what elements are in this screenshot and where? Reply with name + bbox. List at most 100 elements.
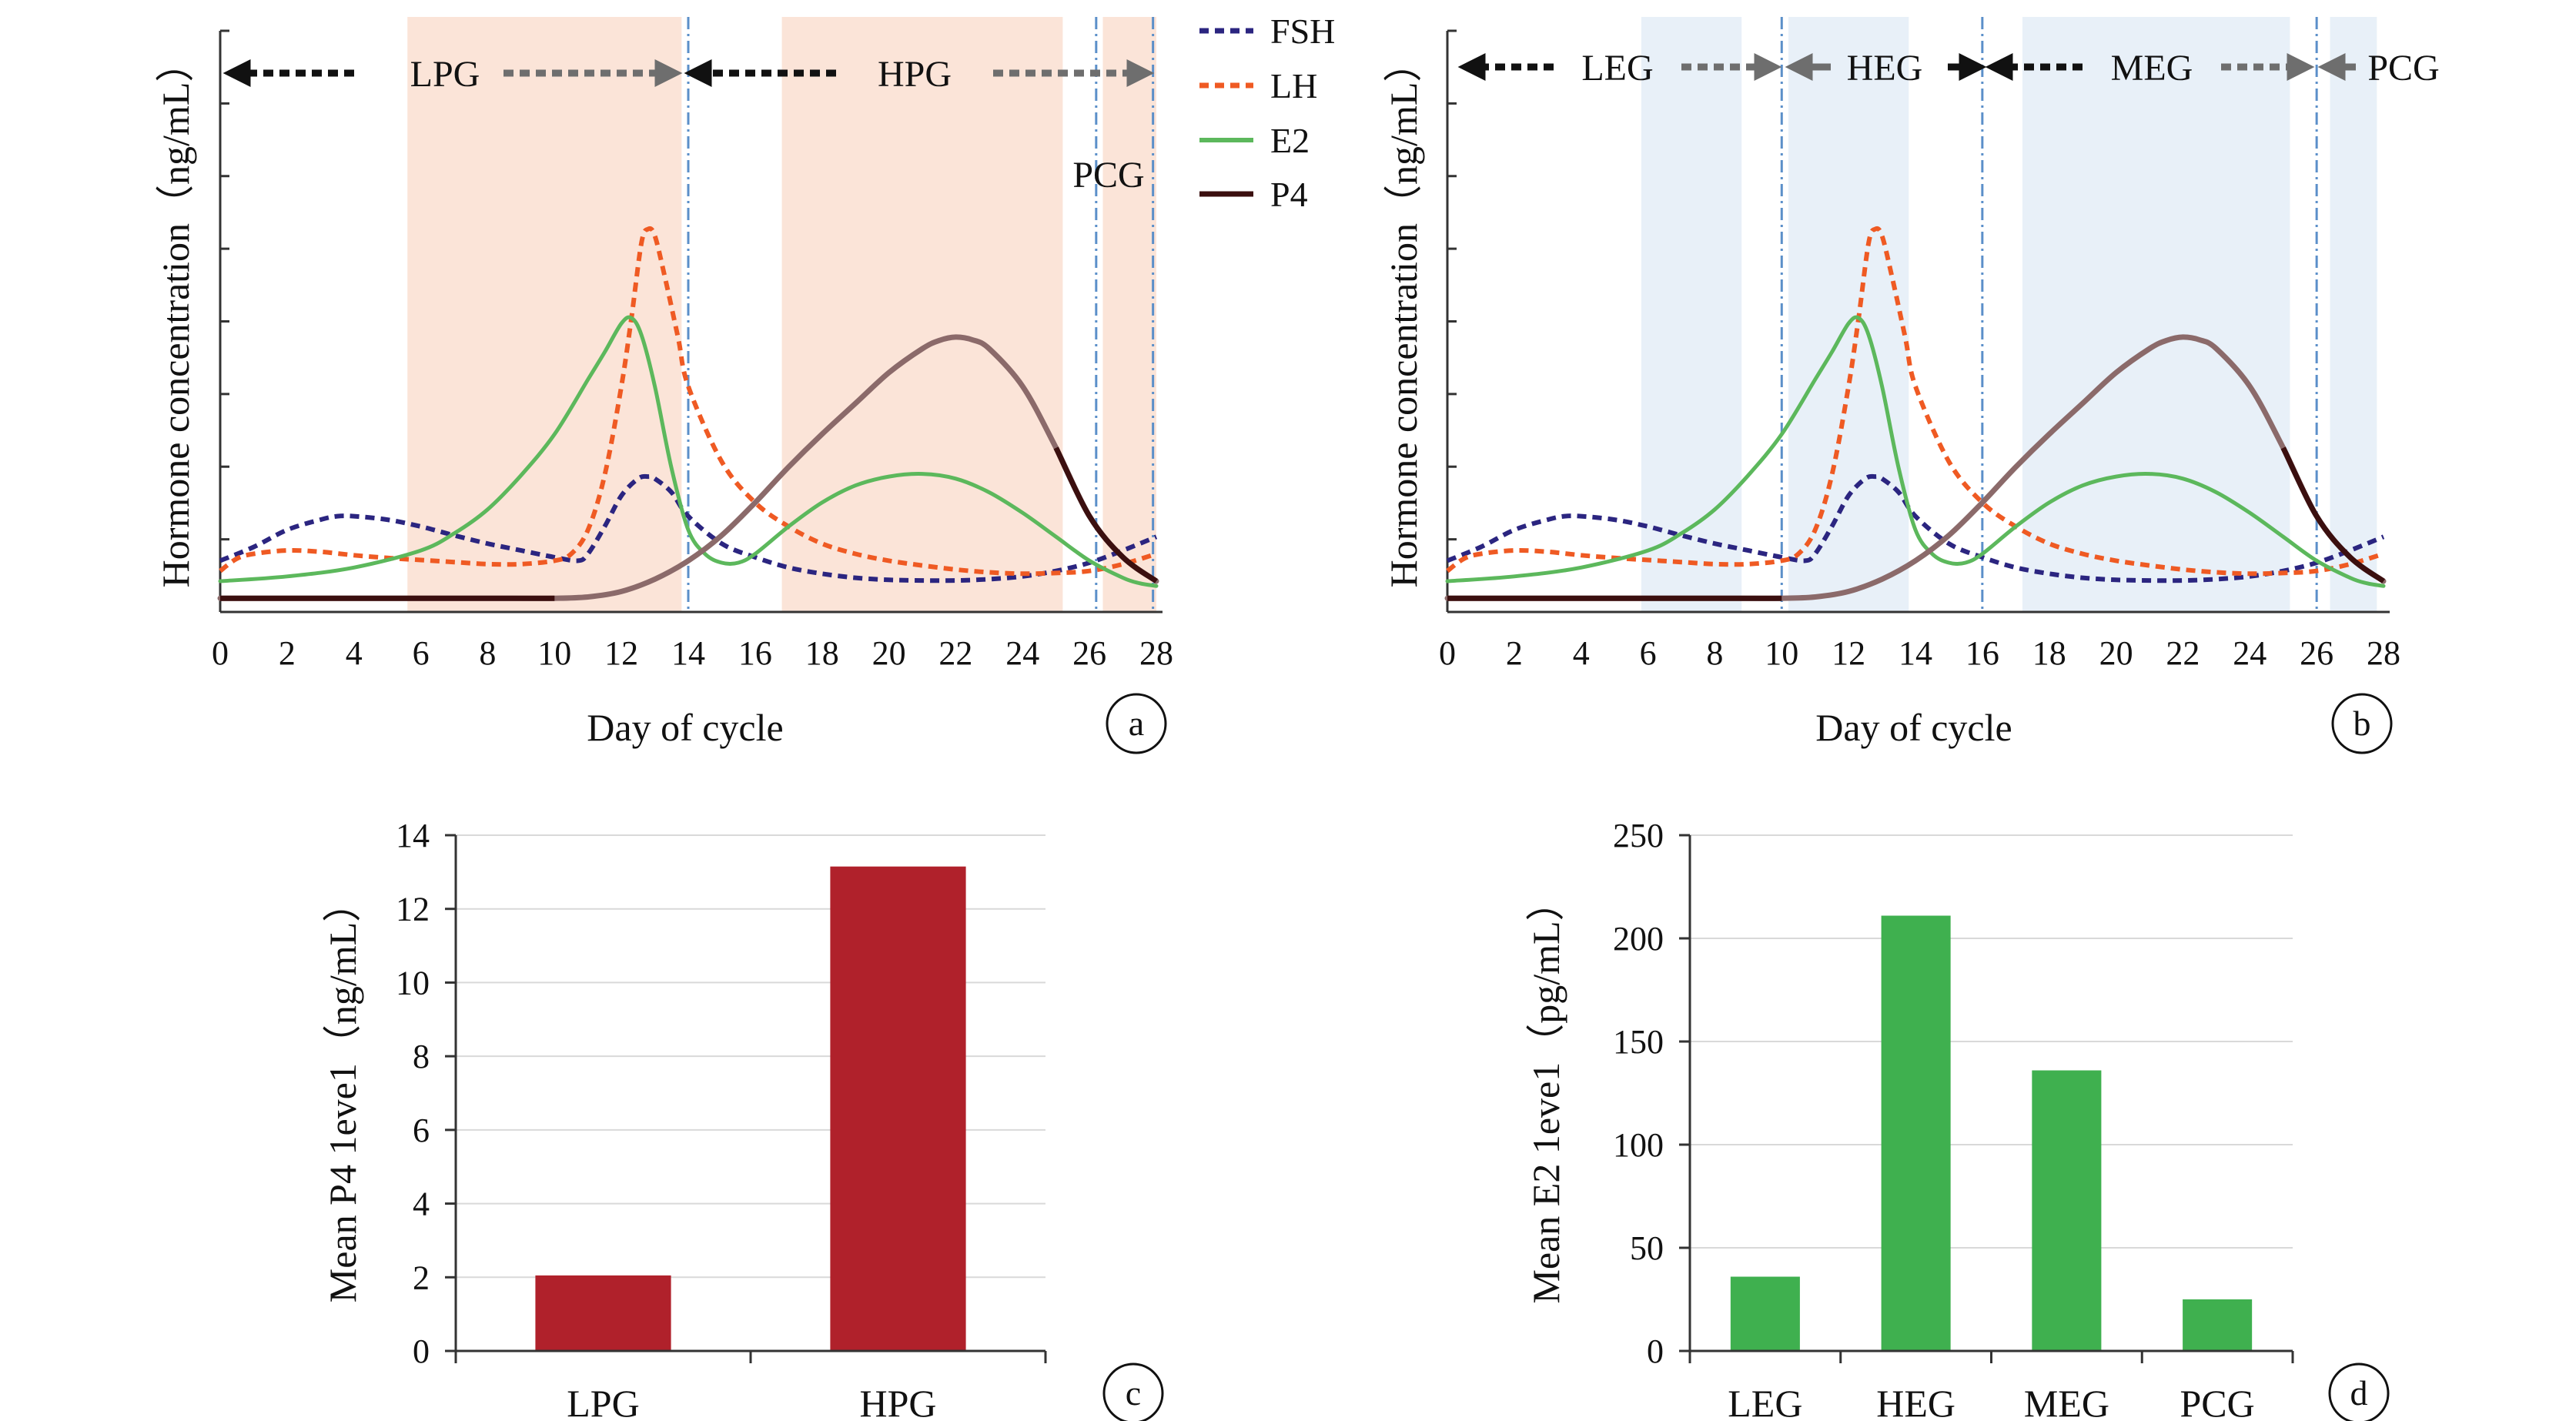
c-bar-hpg	[830, 866, 966, 1351]
panel-c-axes	[445, 834, 1047, 1363]
a-x-tick-label-8: 8	[479, 634, 496, 672]
panel-a-axes	[219, 29, 1163, 614]
d-y-tick-label-250: 250	[1613, 817, 1664, 854]
panel-d-category-labels: LEG HEG MEG PCG	[1728, 1382, 2254, 1421]
a-shaded-region-0	[407, 17, 682, 612]
a-x-tick-label-4: 4	[346, 634, 363, 672]
panel-c-category-labels: LPG HPG	[567, 1382, 936, 1421]
b-x-tick-label-14: 14	[1899, 634, 1932, 672]
d-bar-leg	[1730, 1276, 1800, 1351]
a-shaded-region-1	[781, 17, 1063, 612]
d-category-label-pcg: PCG	[2180, 1382, 2254, 1421]
b-x-tick-label-6: 6	[1640, 634, 1657, 672]
panel-c-label: c	[1102, 1362, 1164, 1421]
b-shaded-region-0	[1641, 17, 1742, 612]
c-y-tick-label-2: 2	[413, 1259, 430, 1296]
panel-c-y-axis-title: Mean P4 1eve1（ng/mL）	[321, 884, 364, 1302]
panel-b-line-chart: 0 2 4 6 8 10 12 14 16 18 20 22 24 26 28 LEG HEG MEG PC…	[1382, 17, 2440, 754]
panel-b-label: b	[2331, 693, 2393, 754]
panel-d-bars	[1730, 915, 2253, 1351]
phase-label-lpg: LPG	[410, 54, 480, 95]
legend-label-lh: LH	[1270, 66, 1317, 105]
a-x-tick-label-6: 6	[413, 634, 430, 672]
d-bar-pcg	[2183, 1299, 2253, 1351]
panel-a-label-circle	[1106, 693, 1167, 754]
d-category-label-heg: HEG	[1876, 1382, 1955, 1421]
panel-a-x-tick-labels: 0 2 4 6 8 10 12 14 16 18 20 22 24 26 28	[212, 634, 1173, 672]
b-x-tick-label-18: 18	[2032, 634, 2066, 672]
a-shaded-region-2	[1102, 17, 1156, 612]
b-series-p4-tail	[2280, 446, 2386, 583]
b-x-tick-label-0: 0	[1439, 634, 1456, 672]
a-series-e2	[218, 315, 1159, 588]
b-shaded-region-1	[1788, 17, 1909, 612]
d-y-tick-label-50: 50	[1630, 1229, 1664, 1267]
panel-b-label-text: b	[2354, 704, 2371, 743]
c-y-tick-label-4: 4	[413, 1185, 430, 1223]
a-x-tick-label-24: 24	[1005, 634, 1039, 672]
a-x-tick-label-2: 2	[279, 634, 296, 672]
b-x-tick-label-26: 26	[2300, 634, 2333, 672]
b-x-tick-label-16: 16	[1965, 634, 1999, 672]
panel-d-gridlines	[1690, 834, 2293, 1249]
c-y-tick-label-14: 14	[396, 817, 430, 854]
a-x-tick-label-12: 12	[604, 634, 638, 672]
c-y-tick-label-10: 10	[396, 964, 430, 1001]
panel-b-axes	[1446, 29, 2390, 614]
a-series-fsh	[219, 473, 1158, 583]
b-x-tick-label-28: 28	[2367, 634, 2400, 672]
a-x-tick-label-28: 28	[1139, 634, 1173, 672]
panel-b-shaded-regions	[1641, 17, 2377, 612]
a-x-tick-label-18: 18	[805, 634, 839, 672]
d-y-tick-label-100: 100	[1613, 1126, 1664, 1164]
panel-a-line-chart: 0 2 4 6 8 10 12 14 16 18 20 22 24 26 28 LPG HPG PCG Da…	[154, 17, 1173, 754]
panel-d-axes	[1679, 834, 2294, 1363]
d-y-tick-label-0: 0	[1647, 1332, 1664, 1370]
panel-a-shaded-regions	[407, 17, 1156, 612]
panel-d-label-text: d	[2350, 1373, 2368, 1413]
panel-d-y-axis-title: Mean E2 1eve1（pg/mL）	[1524, 882, 1567, 1303]
a-x-tick-label-26: 26	[1072, 634, 1106, 672]
c-category-label-hpg: HPG	[859, 1382, 936, 1421]
legend-label-e2: E2	[1270, 121, 1310, 160]
a-x-tick-label-0: 0	[212, 634, 229, 672]
b-x-tick-label-2: 2	[1506, 634, 1523, 672]
b-series-fsh	[1446, 473, 2385, 583]
a-x-tick-label-20: 20	[872, 634, 906, 672]
d-y-tick-label-150: 150	[1613, 1023, 1664, 1061]
c-y-tick-label-12: 12	[396, 891, 430, 928]
panel-d-bar-chart: 0 50 100 150 200 250 LEG HEG MEG PCG Mean E2 1ev…	[1524, 817, 2390, 1421]
a-x-tick-label-16: 16	[738, 634, 772, 672]
panel-a-phase-dividers	[687, 17, 1155, 612]
b-x-tick-label-10: 10	[1765, 634, 1798, 672]
legend-label-fsh: FSH	[1270, 12, 1335, 51]
panel-a-y-axis-title: Hormone concentration（ng/mL）	[154, 44, 197, 588]
b-x-tick-label-4: 4	[1573, 634, 1590, 672]
b-series-e2	[1445, 315, 2386, 588]
d-bar-heg	[1881, 915, 1951, 1351]
c-category-label-lpg: LPG	[567, 1382, 639, 1421]
a-series-lh	[219, 226, 1157, 577]
a-x-tick-label-22: 22	[938, 634, 972, 672]
b-shaded-region-3	[2330, 17, 2377, 612]
panel-a-x-axis-title: Day of cycle	[587, 706, 783, 749]
panel-d-y-tick-labels: 0 50 100 150 200 250	[1613, 817, 1664, 1370]
phase-label-meg: MEG	[2111, 48, 2193, 89]
b-x-tick-label-22: 22	[2166, 634, 2200, 672]
phase-label-heg: HEG	[1847, 48, 1923, 89]
panel-d-label-circle	[2328, 1362, 2390, 1421]
a-series-p4-tail	[1053, 446, 1159, 583]
phase-label-pcg-b: PCG	[2367, 48, 2439, 89]
panel-b-x-tick-labels: 0 2 4 6 8 10 12 14 16 18 20 22 24 26 28	[1439, 634, 2400, 672]
phase-label-pcg: PCG	[1072, 155, 1144, 196]
b-x-tick-label-20: 20	[2099, 634, 2133, 672]
panel-b-series	[1444, 226, 2387, 601]
panel-c-y-tick-labels: 0 2 4 6 8 10 12 14	[396, 817, 430, 1370]
b-x-tick-label-24: 24	[2233, 634, 2267, 672]
panel-b-label-circle	[2331, 693, 2393, 754]
panel-b-y-axis-title: Hormone concentration（ng/mL）	[1382, 44, 1425, 588]
panel-a-series	[217, 226, 1159, 601]
panel-c-label-circle	[1102, 1362, 1164, 1421]
phase-label-leg: LEG	[1581, 48, 1653, 89]
